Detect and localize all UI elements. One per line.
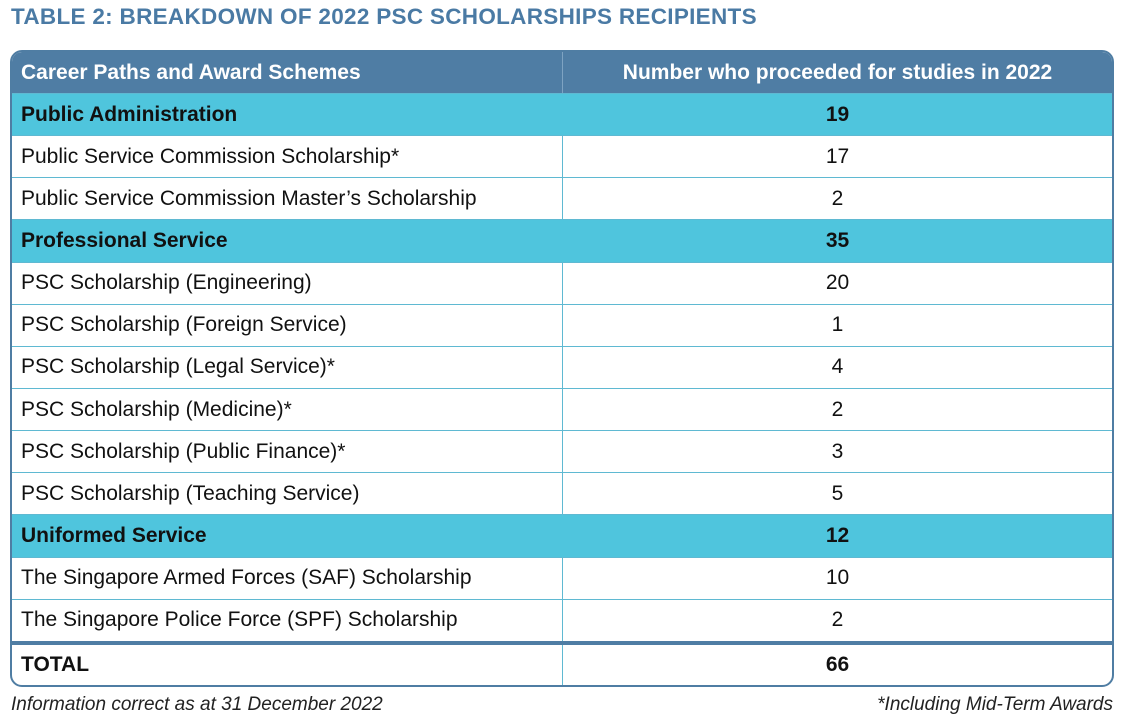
item-row: PSC Scholarship (Foreign Service) 1 — [12, 303, 1112, 346]
column-header: Number who proceeded for studies in 2022 — [622, 60, 1053, 84]
item-row: PSC Scholarship (Legal Service)* 4 — [12, 345, 1112, 388]
row-label: PSC Scholarship (Teaching Service) — [12, 473, 563, 515]
footer-note: Information correct as at 31 December 20… — [11, 694, 383, 715]
row-value: 19 — [825, 102, 850, 126]
item-row: The Singapore Police Force (SPF) Scholar… — [12, 598, 1112, 641]
item-row: PSC Scholarship (Engineering) 20 — [12, 261, 1112, 304]
row-label: TOTAL — [12, 644, 563, 685]
row-value: 17 — [825, 144, 850, 168]
row-label: Public Service Commission Scholarship* — [12, 136, 563, 178]
section-row: Uniformed Service 12 — [12, 514, 1112, 557]
table: Career Paths and Award Schemes Number wh… — [10, 50, 1114, 687]
footnote: *Including Mid-Term Awards — [877, 694, 1113, 715]
total-row: TOTAL 66 — [12, 640, 1112, 685]
row-value: 5 — [831, 481, 844, 505]
row-label: PSC Scholarship (Public Finance)* — [12, 431, 563, 473]
item-row: PSC Scholarship (Teaching Service) 5 — [12, 472, 1112, 515]
section-row: Public Administration 19 — [12, 93, 1112, 136]
item-row: Public Service Commission Scholarship* 17 — [12, 135, 1112, 178]
row-value: 10 — [825, 566, 850, 590]
row-value: 66 — [825, 652, 850, 676]
row-value: 2 — [831, 397, 844, 421]
row-label: The Singapore Police Force (SPF) Scholar… — [12, 599, 563, 641]
row-value: 3 — [831, 439, 844, 463]
row-label: Public Administration — [12, 94, 563, 136]
row-label: Uniformed Service — [12, 515, 563, 557]
row-value: 35 — [825, 228, 850, 252]
row-value: 4 — [831, 355, 844, 379]
table-title: TABLE 2: BREAKDOWN OF 2022 PSC SCHOLARSH… — [11, 4, 757, 29]
row-value: 20 — [825, 271, 850, 295]
row-label: Professional Service — [12, 220, 563, 262]
item-row: The Singapore Armed Forces (SAF) Scholar… — [12, 556, 1112, 599]
item-row: Public Service Commission Master’s Schol… — [12, 177, 1112, 220]
column-header: Career Paths and Award Schemes — [12, 52, 563, 93]
row-label: PSC Scholarship (Engineering) — [12, 262, 563, 304]
row-value: 2 — [831, 186, 844, 210]
row-value: 1 — [831, 313, 844, 337]
row-value: 12 — [825, 523, 850, 547]
row-value: 2 — [831, 608, 844, 632]
section-row: Professional Service 35 — [12, 219, 1112, 262]
row-label: PSC Scholarship (Medicine)* — [12, 388, 563, 431]
item-row: PSC Scholarship (Medicine)* 2 — [12, 387, 1112, 431]
row-label: PSC Scholarship (Legal Service)* — [12, 346, 563, 388]
row-label: The Singapore Armed Forces (SAF) Scholar… — [12, 557, 563, 599]
row-label: Public Service Commission Master’s Schol… — [12, 178, 563, 220]
item-row: PSC Scholarship (Public Finance)* 3 — [12, 430, 1112, 473]
header-row: Career Paths and Award Schemes Number wh… — [12, 52, 1112, 93]
row-label: PSC Scholarship (Foreign Service) — [12, 304, 563, 346]
